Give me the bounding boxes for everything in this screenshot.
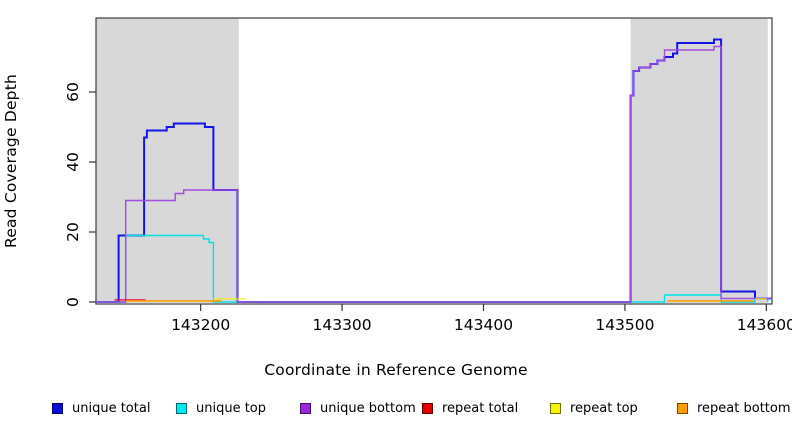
series-line-unique-bottom bbox=[96, 45, 772, 303]
x-tick-label: 143300 bbox=[312, 316, 371, 334]
legend-swatch-icon bbox=[176, 402, 187, 414]
legend-swatch-icon bbox=[550, 402, 561, 414]
x-tick-label: 143600 bbox=[737, 316, 792, 334]
x-tick-label: 143200 bbox=[171, 316, 230, 334]
legend-label: repeat top bbox=[570, 400, 638, 416]
legend-label: unique bottom bbox=[320, 400, 416, 416]
series-line-unique-top bbox=[96, 234, 769, 303]
repeat-region-left bbox=[96, 18, 239, 303]
legend-swatch-icon bbox=[300, 402, 311, 414]
legend-label: unique total bbox=[72, 400, 151, 416]
x-axis-title: Coordinate in Reference Genome bbox=[264, 361, 528, 379]
legend: unique total unique top unique bottom repea… bbox=[0, 400, 792, 420]
legend-swatch-icon bbox=[422, 402, 433, 414]
plot-frame bbox=[95, 17, 773, 305]
legend-item-unique-bottom: unique bottom bbox=[300, 400, 416, 416]
legend-item-unique-top: unique top bbox=[176, 400, 266, 416]
legend-item-repeat-top: repeat top bbox=[550, 400, 638, 416]
legend-label: unique top bbox=[196, 400, 267, 416]
y-tick-label: 20 bbox=[64, 222, 82, 242]
legend-swatch-icon bbox=[52, 402, 63, 414]
x-tick-label: 143400 bbox=[454, 316, 513, 334]
y-axis-title: Read Coverage Depth bbox=[2, 73, 20, 249]
legend-item-repeat-bottom: repeat bottom bbox=[677, 400, 791, 416]
y-tick-label: 40 bbox=[64, 152, 82, 172]
y-tick-label: 60 bbox=[64, 82, 82, 102]
x-tick-label: 143500 bbox=[595, 316, 654, 334]
legend-label: repeat bottom bbox=[697, 400, 791, 416]
legend-swatch-icon bbox=[677, 402, 688, 414]
repeat-region-right bbox=[630, 18, 768, 303]
legend-label: repeat total bbox=[442, 400, 519, 416]
legend-item-repeat-total: repeat total bbox=[422, 400, 518, 416]
legend-item-unique-total: unique total bbox=[52, 400, 150, 416]
y-tick-label: 0 bbox=[64, 297, 82, 307]
